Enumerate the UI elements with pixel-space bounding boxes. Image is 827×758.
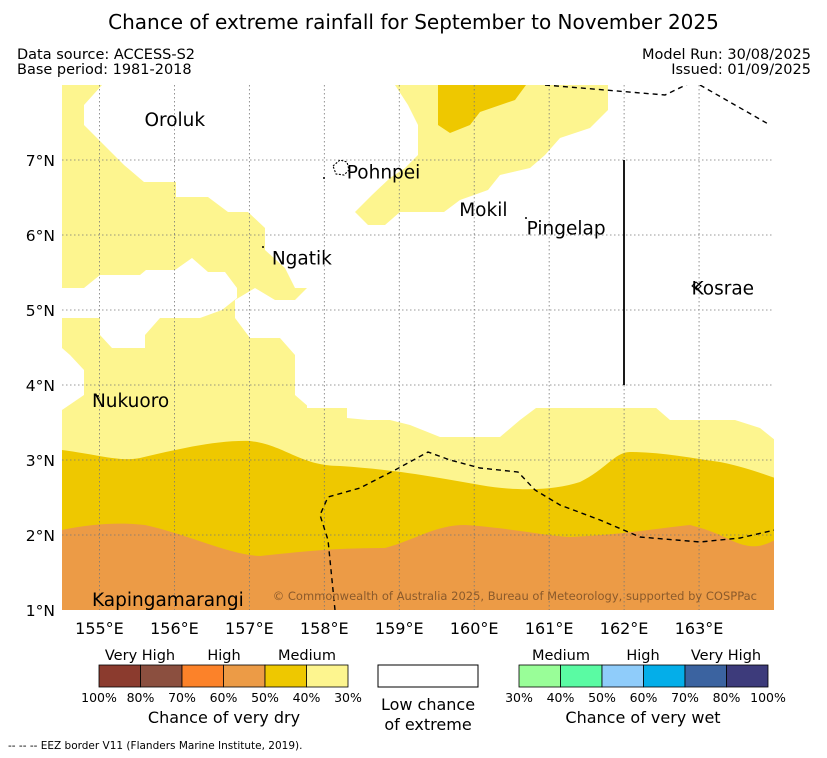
latitude-ticks: 1°N 2°N 3°N 4°N 5°N 6°N 7°N — [26, 152, 55, 620]
latitude-tick-label: 5°N — [26, 302, 55, 320]
low-chance-line2: of extreme — [384, 715, 471, 734]
model-run-label: Model Run: 30/08/2025 — [641, 47, 811, 63]
kosrae-island-shape — [691, 281, 702, 291]
wet-legend-swatch — [643, 664, 686, 688]
eez-footnote: -- -- -- EEZ border V11 (Flanders Marine… — [8, 740, 303, 752]
longitude-tick-label: 158°E — [300, 619, 349, 638]
dry-legend-tick: 60% — [210, 690, 238, 705]
latitude-tick-label: 1°N — [26, 602, 55, 620]
copyright-notice: © Commonwealth of Australia 2025, Bureau… — [273, 589, 757, 603]
longitude-tick-label: 161°E — [525, 619, 574, 638]
wet-legend-tick: 70% — [671, 690, 699, 705]
latitude-tick-label: 7°N — [26, 152, 55, 170]
wet-legend-swatch — [684, 664, 727, 688]
low-chance-patch-west — [62, 258, 237, 348]
wet-heading-high: High — [626, 648, 659, 664]
dry-legend-swatch — [140, 664, 183, 688]
island-labels: Oroluk Pohnpei Mokil Pingelap Ngatik Kosrae Nu… — [92, 110, 754, 611]
dry-legend-tick: 40% — [293, 690, 321, 705]
island-label-nukuoro: Nukuoro — [92, 391, 169, 412]
island-label-oroluk: Oroluk — [144, 110, 205, 131]
pohnpei-island-shape — [332, 159, 350, 176]
island-label-ngatik: Ngatik — [272, 249, 332, 270]
longitude-tick-label: 162°E — [600, 619, 649, 638]
high-dry-zone-70 — [62, 523, 774, 610]
wet-legend-tick: 100% — [750, 690, 786, 705]
wet-legend-swatch — [601, 664, 644, 688]
dry-legend-tick: 80% — [127, 690, 155, 705]
longitude-tick-label: 160°E — [450, 619, 499, 638]
dry-heading-high: High — [207, 648, 240, 664]
latitude-tick-label: 3°N — [26, 452, 55, 470]
dry-legend-swatch — [181, 664, 224, 688]
dry-legend-tick: 70% — [168, 690, 196, 705]
island-label-pohnpei: Pohnpei — [347, 162, 421, 183]
wet-legend-tick: 40% — [547, 690, 575, 705]
pohnpei-islet-dot — [323, 177, 325, 179]
dry-legend-swatch — [264, 664, 307, 688]
dry-legend-tick: 30% — [334, 690, 362, 705]
base-period-label: Base period: 1981-2018 — [17, 62, 192, 78]
island-label-mokil: Mokil — [459, 200, 507, 221]
latitude-tick-label: 6°N — [26, 227, 55, 245]
wet-legend-tick: 30% — [505, 690, 533, 705]
nukuoro-atoll-dot — [97, 395, 99, 397]
wet-heading-medium: Medium — [532, 648, 590, 664]
map-title: Chance of extreme rainfall for September… — [108, 10, 719, 34]
dry-legend-tick: 50% — [251, 690, 279, 705]
wet-legend-tick: 60% — [630, 690, 658, 705]
low-chance-patch-south — [62, 348, 84, 410]
longitude-tick-label: 155°E — [75, 619, 124, 638]
island-label-kapingamarangi: Kapingamarangi — [92, 590, 244, 611]
dry-heading-very-high: Very High — [105, 648, 175, 664]
longitude-tick-label: 156°E — [150, 619, 199, 638]
ngatik-atoll-dot — [262, 246, 264, 248]
graticule — [62, 85, 774, 610]
wet-heading-very-high: Very High — [691, 648, 761, 664]
data-source-label: Data source: ACCESS-S2 — [17, 47, 196, 63]
latitude-tick-label: 2°N — [26, 527, 55, 545]
wet-legend-tick: 50% — [588, 690, 616, 705]
high-dry-zone-north — [438, 85, 526, 133]
dry-legend-swatch — [98, 664, 141, 688]
dry-heading-medium: Medium — [278, 648, 336, 664]
wet-legend-swatch — [560, 664, 603, 688]
eez-border — [319, 85, 774, 610]
wet-legend-tick: 80% — [713, 690, 741, 705]
low-chance-line1: Low chance — [381, 695, 475, 714]
wet-legend-swatch — [518, 664, 561, 688]
longitude-ticks: 155°E 156°E 157°E 158°E 159°E 160°E 161°E 162°E… — [75, 619, 723, 638]
low-chance-legend: Low chance of extreme — [377, 664, 479, 734]
longitude-tick-label: 159°E — [375, 619, 424, 638]
wet-legend-swatch — [726, 664, 769, 688]
low-chance-swatch — [377, 664, 479, 688]
mokil-atoll-dot — [525, 217, 527, 219]
wet-legend: Medium High Very High 30% 40% 50% 60% 70% 80%… — [505, 648, 786, 727]
island-label-pingelap: Pingelap — [527, 219, 606, 240]
longitude-tick-label: 163°E — [675, 619, 724, 638]
wet-caption: Chance of very wet — [565, 708, 720, 727]
latitude-tick-label: 4°N — [26, 377, 55, 395]
dry-caption: Chance of very dry — [148, 708, 300, 727]
dry-legend-swatch — [306, 664, 349, 688]
dry-legend: Very High High Medium 100% 80% 70% 60% 50% 40… — [81, 648, 362, 727]
longitude-tick-label: 157°E — [225, 619, 274, 638]
issued-label: Issued: 01/09/2025 — [671, 62, 811, 78]
island-label-kosrae: Kosrae — [692, 279, 755, 300]
dry-legend-tick: 100% — [81, 690, 117, 705]
dry-legend-swatch — [223, 664, 266, 688]
medium-dry-zone-north — [355, 85, 608, 225]
